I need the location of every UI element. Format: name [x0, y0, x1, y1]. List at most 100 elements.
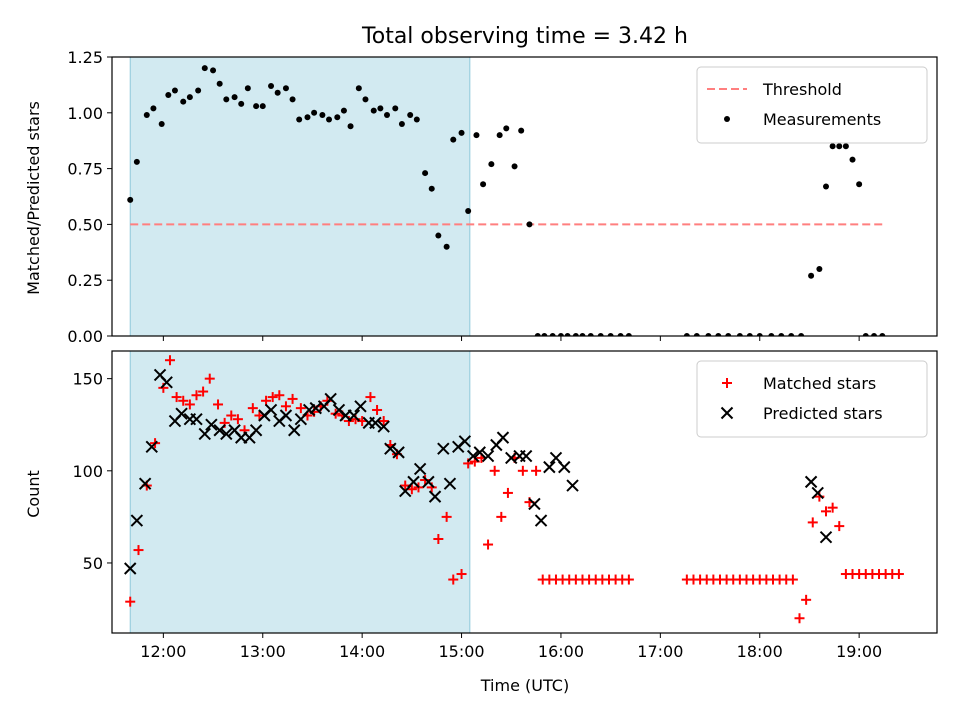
measurement-point [736, 333, 743, 336]
measurement-point [597, 333, 604, 336]
measurement-point [304, 114, 311, 121]
predicted-star-marker [811, 486, 824, 500]
axes-frame [111, 56, 938, 337]
observing-span-shade [129, 56, 471, 337]
predicted-star-marker [369, 416, 382, 430]
measurement-point [705, 333, 712, 336]
predicted-star-marker [481, 449, 495, 463]
measurement-point [534, 333, 541, 336]
legend-label: Matched stars [763, 374, 876, 393]
y-tick-label: 1.25 [67, 48, 103, 67]
measurement-point [693, 333, 700, 336]
predicted-star-marker [437, 442, 450, 455]
predicted-star-marker [519, 449, 533, 463]
matched-star-marker [406, 484, 417, 495]
matched-star-marker [801, 594, 812, 605]
x-tick-label: 15:00 [438, 642, 484, 661]
predicted-star-marker [324, 392, 337, 406]
matched-star-marker [164, 355, 175, 366]
predicted-star-marker [407, 475, 420, 489]
measurement-point [398, 120, 405, 127]
matched-star-marker [213, 399, 224, 410]
predicted-star-marker [413, 462, 427, 476]
predicted-star-marker [138, 477, 152, 490]
predicted-star-marker [473, 446, 486, 459]
matched-star-marker [821, 506, 832, 517]
x-tick-label: 17:00 [637, 642, 683, 661]
predicted-star-marker [819, 530, 833, 544]
measurement-point [443, 243, 450, 250]
measurement-point [816, 266, 823, 273]
legend: Threshold Measurements [696, 66, 928, 144]
y-tick-label: 100 [72, 462, 103, 481]
measurement-point [557, 333, 564, 336]
matched-star-marker [178, 395, 189, 406]
y-tick-label: 0.50 [67, 215, 103, 234]
measurement-point [511, 163, 518, 170]
measurement-point [253, 103, 260, 110]
predicted-star-marker [145, 440, 158, 454]
predicted-star-marker [347, 409, 361, 422]
predicted-star-marker [804, 475, 818, 489]
predicted-star-marker [428, 490, 442, 503]
x-tick-label: 12:00 [140, 642, 186, 661]
measurement-point [244, 85, 251, 92]
predicted-star-marker [354, 400, 367, 413]
y-tick-label: 0.75 [67, 160, 103, 179]
legend-label: Predicted stars [763, 404, 883, 423]
measurement-point [746, 333, 753, 336]
measurement-point [165, 91, 172, 98]
x-tick-label: 16:00 [538, 642, 584, 661]
measurement-point [377, 105, 384, 112]
measurement-point [422, 170, 429, 177]
matched-star-marker [827, 502, 838, 513]
measurement-point [526, 221, 533, 228]
predicted-star-marker [190, 412, 203, 426]
matched-star-marker [232, 414, 243, 425]
matched-star-marker [807, 517, 818, 528]
measurement-point [496, 132, 503, 139]
matched-star-marker [287, 393, 298, 404]
matched-star-marker [623, 574, 634, 585]
matched-star-marker [191, 390, 202, 401]
predicted-star-marker [198, 427, 211, 441]
measurement-point [829, 143, 836, 150]
matched-star-marker [502, 487, 513, 498]
predicted-star-marker [392, 446, 405, 459]
measurement-point [413, 116, 420, 123]
measurement-point [282, 85, 289, 92]
measurement-point [862, 333, 869, 336]
measurement-point [259, 103, 266, 110]
top-panel-ratio: 0.00 0.25 0.50 0.75 1.00 1.25 Threshold Measure… [67, 48, 938, 346]
predicted-star-marker [566, 479, 579, 492]
predicted-star-marker [496, 431, 510, 444]
measurement-point [725, 333, 732, 336]
measurement-point [362, 96, 369, 103]
measurement-point [564, 333, 571, 336]
measurement-point [127, 196, 134, 203]
axes-frame [111, 350, 938, 634]
measurement-point [195, 87, 202, 94]
measurement-point [180, 98, 187, 105]
measurement-point [823, 183, 830, 190]
measurement-point [871, 333, 878, 336]
legend-box [696, 66, 928, 144]
matched-star-marker [489, 465, 500, 476]
y-tick-label: 1.00 [67, 104, 103, 123]
measurement-point [231, 94, 238, 101]
predicted-star-marker [458, 435, 472, 448]
legend-label: Measurements [763, 110, 881, 129]
measurement-point [836, 143, 843, 150]
matched-star-marker [378, 416, 389, 427]
matched-star-marker [365, 392, 376, 403]
predicted-star-marker [175, 407, 188, 420]
matched-star-marker [204, 373, 215, 384]
plot-area [127, 65, 886, 336]
predicted-star-marker [384, 442, 397, 455]
predicted-star-marker [558, 460, 571, 474]
measurement-point [798, 333, 805, 336]
predicted-star-marker [213, 424, 226, 437]
measurement-point [617, 333, 624, 336]
measurement-point [842, 143, 849, 150]
